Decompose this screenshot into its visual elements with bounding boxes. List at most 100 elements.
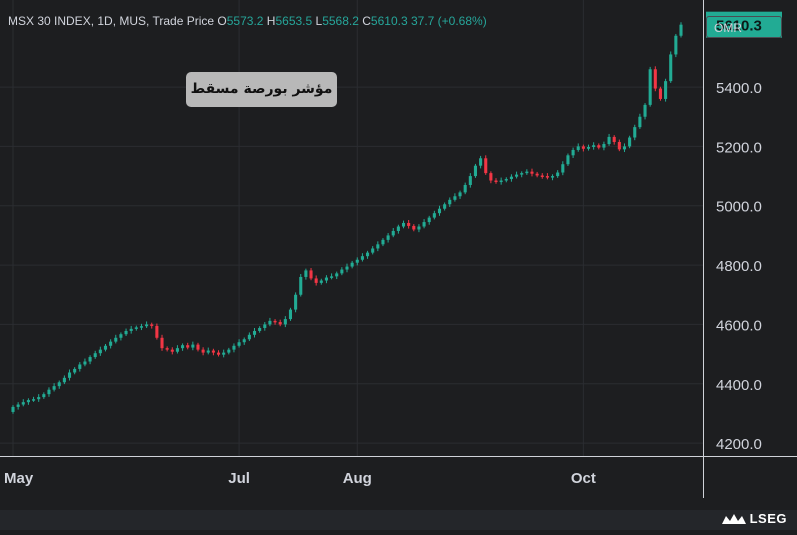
candle-body — [669, 54, 673, 82]
candle-body — [432, 213, 436, 218]
candle-body — [653, 69, 657, 89]
candle-body — [11, 406, 15, 412]
candle-body — [345, 266, 349, 270]
candle-body — [314, 278, 318, 283]
candle-body — [330, 276, 334, 278]
candle-body — [412, 225, 416, 230]
candle-body — [515, 174, 519, 177]
candle-body — [319, 280, 323, 283]
low-value: 5568.2 — [322, 14, 359, 28]
candle-body — [499, 180, 503, 183]
candle-body — [103, 345, 108, 350]
candle-body — [586, 147, 591, 149]
candle-body — [340, 269, 344, 274]
candle-body — [129, 328, 133, 331]
candle-body — [160, 337, 164, 349]
candle-body — [139, 326, 144, 328]
candle-body — [458, 192, 462, 197]
candle-body — [62, 377, 66, 383]
candle-body — [67, 372, 72, 378]
candle-body — [643, 104, 647, 117]
candle-body — [278, 322, 282, 325]
candle-body — [73, 368, 77, 373]
candle-body — [263, 324, 267, 328]
candle-body — [556, 172, 560, 177]
candle-body — [638, 116, 642, 128]
candle-body — [206, 350, 210, 353]
candle-body — [576, 146, 580, 150]
x-tick-label: Oct — [571, 470, 596, 487]
candle-body — [401, 222, 406, 227]
candle-body — [222, 352, 226, 355]
candle-body — [288, 309, 293, 320]
candle-body — [381, 239, 385, 245]
candle-body — [633, 127, 637, 138]
candle-body — [376, 244, 380, 249]
x-tick-label: Jul — [228, 470, 250, 487]
x-tick-label: Aug — [343, 470, 372, 487]
candle-body — [350, 262, 354, 267]
candle-body — [283, 319, 287, 325]
high-label: H — [266, 14, 276, 28]
candle-body — [545, 176, 549, 178]
candle-body — [186, 345, 190, 348]
chart-title-box: مؤشر بورصة مسقط — [186, 72, 337, 107]
candle-body — [299, 276, 303, 295]
candle-body — [391, 230, 395, 236]
candle-body — [98, 349, 102, 354]
candle-body — [407, 222, 411, 226]
candle-body — [83, 361, 87, 365]
currency-selector[interactable]: OMR — [706, 16, 782, 38]
candle-body — [520, 173, 524, 175]
candle-body — [52, 386, 56, 390]
candle-body — [304, 270, 308, 277]
candle-body — [150, 324, 154, 326]
candle-body — [78, 364, 82, 369]
candle-body — [453, 196, 457, 200]
candle-body — [294, 294, 298, 310]
candle-body — [396, 226, 400, 231]
candle-body — [664, 81, 668, 99]
candle-body — [566, 155, 570, 165]
brand-mark-icon — [721, 514, 746, 524]
candle-body — [242, 339, 246, 343]
candle-body — [201, 349, 205, 353]
candle-body — [448, 199, 452, 205]
candle-body — [550, 176, 555, 178]
candle-body — [489, 173, 493, 181]
candle-body — [109, 341, 113, 346]
candle-body — [525, 171, 529, 174]
candle-body — [227, 349, 231, 353]
candle-body — [427, 217, 431, 223]
candle-body — [252, 330, 257, 335]
candle-body — [360, 256, 364, 260]
low-label: L — [315, 14, 323, 28]
candle-body — [479, 158, 483, 166]
candle-body — [216, 352, 221, 355]
candle-body — [175, 348, 179, 352]
candle-body — [473, 165, 478, 177]
candle-body — [366, 252, 370, 257]
candle-body — [530, 171, 534, 174]
candle-body — [571, 149, 575, 156]
high-value: 5653.5 — [275, 14, 313, 28]
brand-logo: LSEG — [721, 511, 787, 526]
candle-body — [273, 320, 277, 323]
candle-body — [32, 399, 36, 401]
candle-body — [371, 248, 375, 253]
candle-body — [417, 226, 421, 230]
y-tick-label: 4600.0 — [716, 317, 762, 334]
candle-body — [494, 180, 498, 183]
candle-body — [581, 146, 585, 149]
candle-body — [622, 146, 627, 150]
candle-body — [335, 273, 339, 277]
candle-body — [648, 69, 652, 105]
y-tick-label: 4800.0 — [716, 258, 762, 275]
candle-body — [114, 337, 118, 342]
candle-body — [679, 24, 683, 36]
candle-body — [93, 353, 97, 358]
candle-body — [181, 345, 185, 349]
candle-body — [191, 344, 195, 348]
